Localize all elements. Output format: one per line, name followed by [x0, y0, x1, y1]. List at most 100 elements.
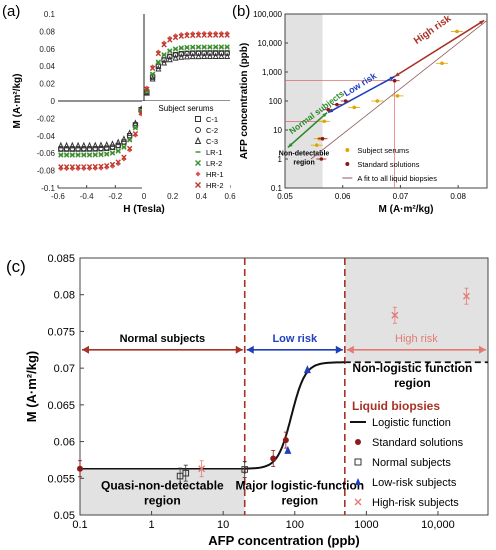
a-point-hr-2: [184, 33, 190, 39]
a-point-c-2: [109, 144, 116, 150]
a-legend-label: C-1: [206, 115, 218, 124]
a-point-hr-2: [161, 42, 167, 48]
a-legend-label: C-2: [206, 126, 218, 135]
b-standard-point: [319, 157, 324, 161]
a-point-lr-2: [224, 44, 230, 50]
a-x-tick-label: -0.4: [80, 192, 94, 201]
a-legend-label: LR-1: [206, 148, 222, 157]
a-point-c-3: [189, 52, 196, 60]
c-major-label: region: [281, 493, 318, 507]
a-point-c-2: [92, 145, 98, 152]
b-non-detectable-label: Non-detectable: [279, 150, 330, 157]
a-point-lr-2: [172, 46, 179, 52]
a-point-lr-2: [195, 44, 202, 50]
a-point-c-3: [57, 141, 64, 149]
b-y-tick-label: 100,000: [253, 10, 282, 19]
c-low-risk-arrow-head: [335, 345, 343, 354]
a-point-hr-2: [98, 163, 104, 169]
a-point-hr-2: [144, 86, 150, 92]
a-point-hr-2: [178, 33, 184, 40]
a-point-hr-1: [138, 112, 144, 117]
a-legend-marker: [195, 127, 201, 133]
a-point-lr-2: [178, 45, 184, 51]
panel-label-a: (a): [2, 3, 20, 20]
a-x-tick-label: -0.2: [108, 192, 122, 201]
panel-c-logistic-chart: 0.085 0.08 0.075 0.07 0.065 0.06 0.055 0.050.1 1…: [24, 253, 489, 548]
c-x-axis-title: AFP concentration (ppb): [208, 533, 359, 548]
c-logistic-curve: [244, 361, 345, 470]
a-point-lr-2: [98, 151, 104, 158]
a-legend-marker: [194, 136, 202, 144]
a-y-tick-label: -0.04: [37, 132, 56, 141]
b-serum-point: [440, 61, 444, 66]
a-y-tick-label: -0.08: [37, 167, 56, 176]
a-point-c-3: [63, 141, 70, 149]
a-legend-marker: [195, 116, 201, 122]
a-y-tick-label: -0.1: [41, 184, 55, 193]
a-point-hr-2: [212, 32, 219, 38]
a-point-lr-2: [86, 152, 93, 158]
a-point-c-2: [104, 145, 110, 151]
b-low-risk-arrow: [327, 75, 396, 114]
a-point-hr-1: [224, 30, 230, 36]
a-legend-label: C-3: [206, 137, 218, 146]
a-point-hr-2: [69, 164, 76, 170]
b-x-tick-label: 0.07: [393, 192, 409, 201]
c-high-risk-arrow-head: [346, 345, 354, 354]
a-y-tick-label: 0.02: [39, 80, 55, 89]
c-plot-frame: [79, 257, 489, 516]
b-serum-point: [352, 105, 357, 110]
a-y-tick-label: 0.06: [39, 45, 55, 54]
a-y-tick-label: 0: [51, 97, 56, 106]
a-point-lr-2: [92, 152, 98, 158]
a-point-lr-2: [69, 152, 76, 158]
a-point-c-2: [212, 50, 219, 56]
a-point-hr-1: [190, 31, 195, 36]
a-point-c-3: [98, 141, 104, 149]
a-y-tick-label: 0.04: [39, 62, 55, 71]
c-legend-marker: [354, 458, 362, 466]
c-high-risk-arrow-head: [479, 345, 486, 354]
b-non-detectable-label: region: [293, 159, 314, 166]
a-point-lr-2: [207, 44, 213, 50]
c-high-risk-point: [462, 292, 470, 300]
a-legend-label: HR-1: [206, 170, 224, 179]
a-y-tick-label: 0.08: [39, 27, 55, 36]
a-point-c-2: [218, 50, 225, 56]
a-point-lr-2: [161, 52, 167, 58]
a-point-c-2: [81, 145, 87, 152]
a-point-lr-2: [109, 150, 116, 156]
a-point-hr-1: [98, 166, 104, 171]
a-point-hr-2: [132, 131, 139, 137]
b-standard-point: [335, 102, 339, 107]
a-point-hr-2: [224, 32, 230, 38]
a-point-lr-2: [63, 152, 70, 158]
a-point-lr-2: [126, 137, 133, 143]
a-point-hr-2: [58, 164, 64, 170]
b-x-tick-label: 0.05: [277, 192, 293, 201]
b-y-tick-label: 10,000: [258, 39, 283, 48]
b-fit-line: [310, 20, 488, 160]
a-point-c-3: [132, 119, 139, 126]
panel-label-c: (c): [6, 257, 26, 276]
b-normal-arrow: [287, 111, 328, 149]
a-point-hr-2: [104, 162, 110, 169]
b-legend-label: Standard solutions: [357, 160, 419, 169]
c-legend-title: Liquid biopsies: [352, 399, 440, 413]
a-point-hr-1: [81, 166, 86, 172]
c-legend-label: Normal subjects: [372, 457, 451, 469]
a-point-lr-2: [190, 44, 196, 50]
a-point-c-3: [75, 141, 82, 149]
a-point-hr-1: [75, 166, 81, 172]
b-serum-point: [314, 143, 319, 147]
b-x-tick-label: 0.06: [335, 192, 351, 201]
b-y-tick-label: 10: [273, 126, 282, 135]
a-y-tick-label: -0.06: [37, 149, 56, 158]
a-point-c-2: [224, 50, 230, 56]
a-point-c-2: [69, 146, 76, 152]
c-high-region-shade: [344, 258, 488, 363]
c-legend-marker: [355, 439, 361, 445]
a-point-hr-2: [155, 50, 162, 57]
b-low-risk-arrow-head: [389, 76, 395, 81]
